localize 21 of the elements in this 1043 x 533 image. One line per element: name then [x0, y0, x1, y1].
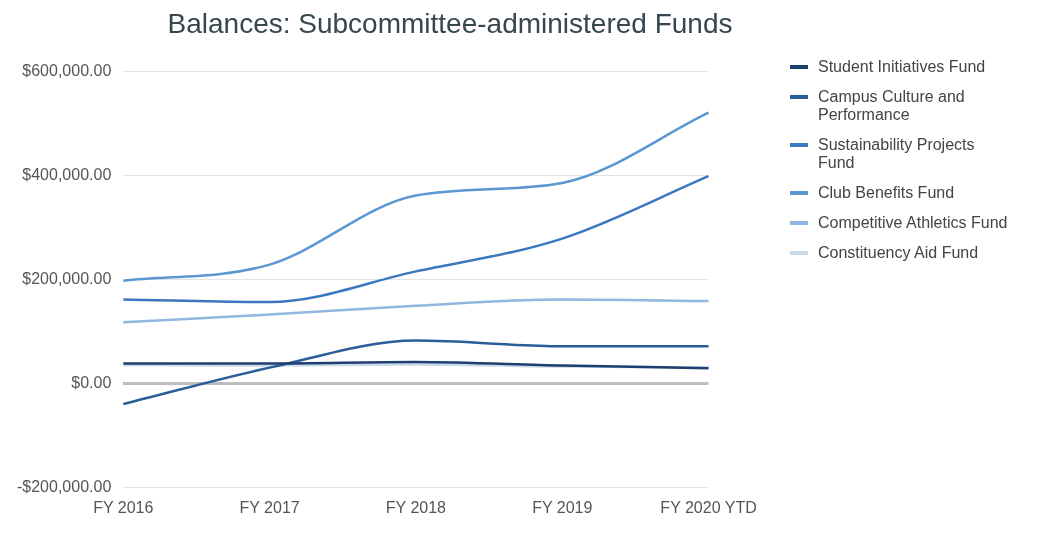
x-tick-label: FY 2018	[385, 498, 447, 516]
legend-label: Competitive Athletics Fund	[818, 214, 1008, 232]
line-series	[122, 174, 710, 304]
legend-label: Constituency Aid Fund	[818, 244, 979, 262]
y-tick-label: $400,000.00	[22, 166, 112, 184]
line-series	[122, 298, 710, 324]
y-tick-label: $200,000.00	[22, 270, 112, 288]
legend-label: Club Benefits Fund	[818, 184, 955, 202]
line-series	[122, 111, 710, 282]
legend-label: Student Initiatives Fund	[818, 58, 986, 76]
chart-title: Balances: Subcommittee-administered Funds	[166, 8, 734, 40]
y-tick-label: $0.00	[71, 374, 112, 392]
y-tick-label: -$200,000.00	[16, 478, 112, 496]
y-tick-label: $600,000.00	[22, 62, 112, 80]
x-tick-label: FY 2020 YTD	[660, 498, 757, 516]
legend-label: Campus Culture and Performance	[818, 88, 966, 124]
legend-label: Sustainability Projects Fund	[818, 136, 976, 172]
x-tick-label: FY 2019	[532, 498, 593, 516]
x-tick-label: FY 2017	[239, 498, 300, 516]
x-tick-label: FY 2016	[93, 498, 154, 516]
line-series	[122, 339, 710, 406]
